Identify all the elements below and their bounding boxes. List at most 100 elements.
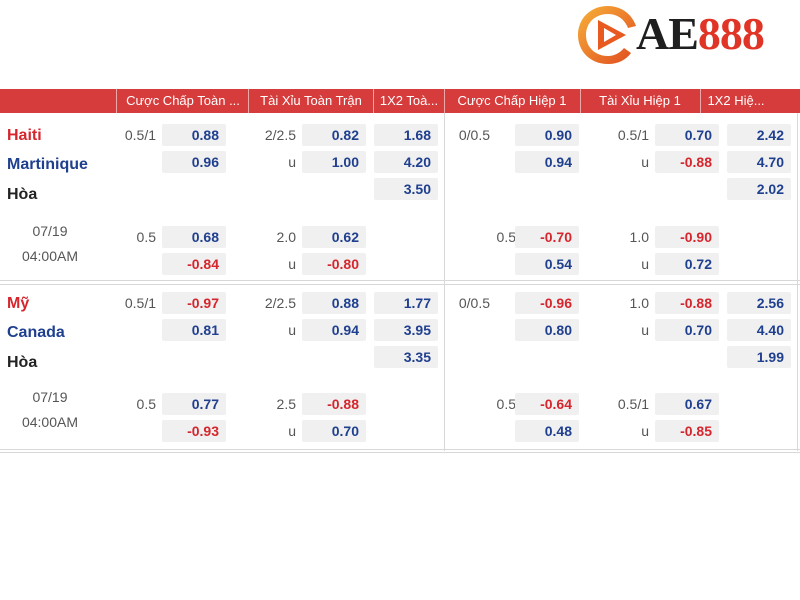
odds-cell[interactable]: -0.88 (302, 393, 366, 415)
ft-handicap-line: 0.5/1 (124, 295, 156, 311)
h1-handicap-line: 0/0.5 (458, 295, 490, 311)
odds-cell[interactable]: 2.56 (727, 292, 791, 314)
odds-cell[interactable]: 3.35 (374, 346, 438, 368)
odds-cell[interactable]: 1.77 (374, 292, 438, 314)
match-bottom-border (0, 452, 800, 453)
odds-cell[interactable]: 0.70 (655, 319, 719, 341)
odds-cell[interactable]: 4.70 (727, 151, 791, 173)
ft-handicap-line: 0.5 (136, 396, 156, 412)
header-divider (373, 89, 374, 113)
under-marker: u (641, 322, 649, 338)
odds-cell[interactable]: -0.85 (655, 420, 719, 442)
h1-handicap-line: 0.5 (496, 396, 516, 412)
under-marker: u (641, 256, 649, 272)
odds-cell[interactable]: 0.54 (515, 253, 579, 275)
odds-cell[interactable]: -0.96 (515, 292, 579, 314)
match-bottom-border (0, 280, 800, 281)
odds-cell[interactable]: 1.00 (302, 151, 366, 173)
odds-cell[interactable]: 0.88 (162, 124, 226, 146)
header-h1-handicap[interactable]: Cược Chấp Hiệp 1 (457, 93, 567, 108)
match-time: 04:00AM (21, 414, 79, 430)
odds-cell[interactable]: 0.96 (162, 151, 226, 173)
match-time: 04:00AM (21, 248, 79, 264)
h1-total-line: 0.5/1 (617, 127, 649, 143)
under-marker: u (641, 423, 649, 439)
header-h1-over-under[interactable]: Tài Xỉu Hiệp 1 (599, 93, 681, 108)
header-ft-over-under[interactable]: Tài Xỉu Toàn Trận (260, 93, 362, 108)
odds-cell[interactable]: 0.62 (302, 226, 366, 248)
half-divider (444, 281, 445, 451)
ft-handicap-line: 0.5/1 (124, 127, 156, 143)
odds-cell[interactable]: 0.77 (162, 393, 226, 415)
odds-cell[interactable]: 0.94 (302, 319, 366, 341)
logo-text-888: 888 (697, 8, 765, 59)
odds-cell[interactable]: 0.82 (302, 124, 366, 146)
under-marker: u (288, 423, 296, 439)
team-home-name[interactable]: Haiti (7, 127, 42, 144)
header-divider (580, 89, 581, 113)
odds-cell[interactable]: 1.99 (727, 346, 791, 368)
match-block: Mỹ Canada Hòa 07/19 04:00AM 0.5/1 -0.97 … (0, 281, 800, 453)
odds-cell[interactable]: -0.64 (515, 393, 579, 415)
header-ft-handicap[interactable]: Cược Chấp Toàn ... (126, 93, 240, 108)
odds-cell[interactable]: 0.94 (515, 151, 579, 173)
header-divider (116, 89, 117, 113)
half-divider (444, 113, 445, 281)
odds-cell[interactable]: 2.42 (727, 124, 791, 146)
odds-cell[interactable]: -0.88 (655, 292, 719, 314)
odds-cell[interactable]: 3.95 (374, 319, 438, 341)
match-top-border (0, 284, 800, 285)
team-home-name[interactable]: Mỹ (7, 295, 30, 312)
odds-cell[interactable]: -0.70 (515, 226, 579, 248)
odds-table-header: Cược Chấp Toàn ... Tài Xỉu Toàn Trận 1X2… (0, 89, 800, 113)
odds-cell[interactable]: 0.81 (162, 319, 226, 341)
match-date: 07/19 (32, 223, 68, 239)
odds-cell[interactable]: 0.48 (515, 420, 579, 442)
team-away-name[interactable]: Canada (7, 324, 65, 341)
under-marker: u (288, 322, 296, 338)
odds-cell[interactable]: -0.97 (162, 292, 226, 314)
odds-cell[interactable]: -0.90 (655, 226, 719, 248)
odds-cell[interactable]: 0.70 (302, 420, 366, 442)
odds-cell[interactable]: -0.88 (655, 151, 719, 173)
ft-total-line: 2.0 (276, 229, 296, 245)
header-divider (444, 89, 445, 113)
odds-cell[interactable]: 0.72 (655, 253, 719, 275)
under-marker: u (288, 256, 296, 272)
odds-cell[interactable]: 1.68 (374, 124, 438, 146)
header-ft-1x2[interactable]: 1X2 Toà... (379, 93, 439, 108)
odds-cell[interactable]: 4.20 (374, 151, 438, 173)
odds-cell[interactable]: 0.80 (515, 319, 579, 341)
ft-total-line: 2/2.5 (264, 295, 296, 311)
odds-cell[interactable]: 0.70 (655, 124, 719, 146)
ae888-logo: AE888 (574, 2, 800, 68)
header-divider (248, 89, 249, 113)
under-marker: u (288, 154, 296, 170)
match-bottom-border (0, 449, 800, 450)
odds-cell[interactable]: 0.88 (302, 292, 366, 314)
odds-cell[interactable]: 2.02 (727, 178, 791, 200)
header-divider (700, 89, 701, 113)
draw-label: Hòa (7, 186, 38, 203)
odds-cell[interactable]: 0.90 (515, 124, 579, 146)
odds-cell[interactable]: 0.68 (162, 226, 226, 248)
odds-cell[interactable]: -0.80 (302, 253, 366, 275)
h1-total-line: 1.0 (629, 229, 649, 245)
header-h1-1x2[interactable]: 1X2 Hiệ... (707, 93, 765, 108)
odds-cell[interactable]: 4.40 (727, 319, 791, 341)
odds-cell[interactable]: -0.93 (162, 420, 226, 442)
draw-label: Hòa (7, 354, 38, 371)
under-marker: u (641, 154, 649, 170)
h1-handicap-line: 0.5 (496, 229, 516, 245)
odds-cell[interactable]: 0.67 (655, 393, 719, 415)
match-block: Haiti Martinique Hòa 07/19 04:00AM 0.5/1… (0, 113, 800, 281)
ft-total-line: 2/2.5 (264, 127, 296, 143)
h1-total-line: 0.5/1 (617, 396, 649, 412)
team-away-name[interactable]: Martinique (7, 156, 88, 173)
h1-total-line: 1.0 (629, 295, 649, 311)
odds-cell[interactable]: 3.50 (374, 178, 438, 200)
logo-text: AE888 (636, 4, 765, 64)
odds-cell[interactable]: -0.84 (162, 253, 226, 275)
logo-text-ae: AE (636, 8, 699, 59)
logo-play-icon (578, 6, 636, 64)
